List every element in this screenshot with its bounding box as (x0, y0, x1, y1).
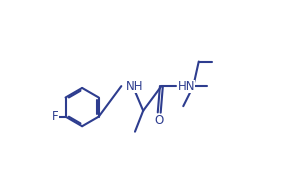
Text: F: F (52, 110, 59, 123)
Text: O: O (155, 114, 164, 127)
Text: NH: NH (126, 80, 143, 93)
Text: HN: HN (178, 80, 195, 93)
